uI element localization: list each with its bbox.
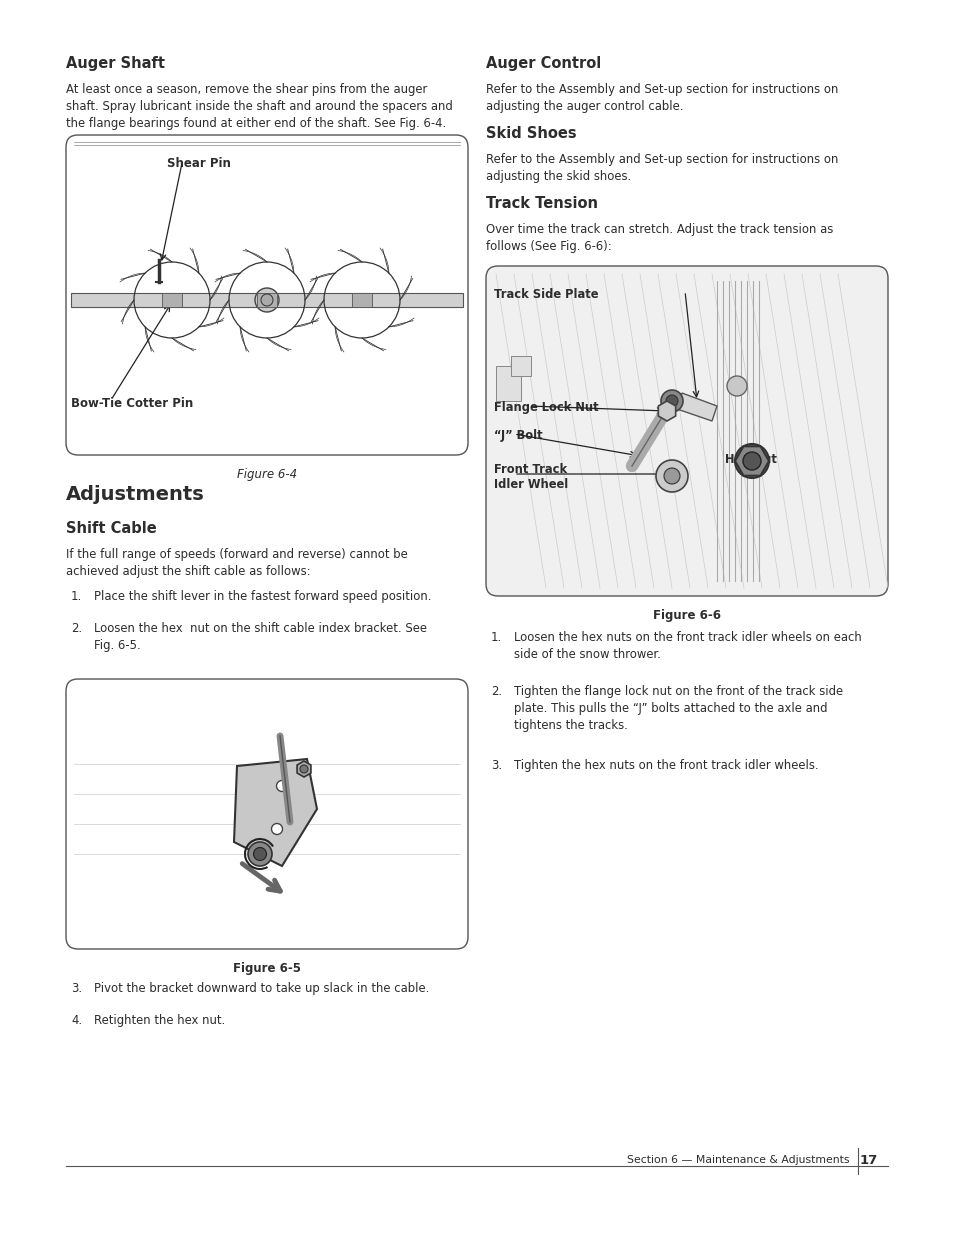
- Circle shape: [660, 390, 682, 412]
- Circle shape: [734, 445, 768, 478]
- Text: Track Tension: Track Tension: [485, 196, 598, 211]
- Text: At least once a season, remove the shear pins from the auger
shaft. Spray lubric: At least once a season, remove the shear…: [66, 83, 453, 130]
- Text: Over time the track can stretch. Adjust the track tension as
follows (See Fig. 6: Over time the track can stretch. Adjust …: [485, 224, 832, 253]
- Text: 2.: 2.: [491, 685, 501, 698]
- Circle shape: [276, 781, 287, 792]
- Circle shape: [248, 842, 272, 866]
- Circle shape: [261, 294, 273, 306]
- Bar: [71, 293, 462, 308]
- Text: Loosen the hex  nut on the shift cable index bracket. See
Fig. 6-5.: Loosen the hex nut on the shift cable in…: [94, 622, 427, 652]
- FancyBboxPatch shape: [485, 266, 887, 597]
- Text: Bow-Tie Cotter Pin: Bow-Tie Cotter Pin: [71, 396, 193, 410]
- Text: Retighten the hex nut.: Retighten the hex nut.: [94, 1014, 225, 1028]
- Text: Refer to the Assembly and Set-up section for instructions on
adjusting the skid : Refer to the Assembly and Set-up section…: [485, 153, 838, 183]
- Text: 3.: 3.: [491, 760, 501, 772]
- Text: Loosen the hex nuts on the front track idler wheels on each
side of the snow thr: Loosen the hex nuts on the front track i…: [514, 631, 861, 661]
- Polygon shape: [296, 761, 311, 777]
- Text: Auger Control: Auger Control: [485, 56, 600, 70]
- Circle shape: [256, 846, 267, 857]
- Bar: [496, 366, 520, 401]
- Text: Hex Nut: Hex Nut: [724, 453, 776, 466]
- Text: 1.: 1.: [491, 631, 501, 643]
- Circle shape: [663, 468, 679, 484]
- Circle shape: [272, 824, 282, 835]
- Text: Front Track
Idler Wheel: Front Track Idler Wheel: [494, 463, 568, 492]
- Text: 17: 17: [859, 1153, 877, 1167]
- Text: Pivot the bracket downward to take up slack in the cable.: Pivot the bracket downward to take up sl…: [94, 982, 429, 995]
- Text: If the full range of speeds (forward and reverse) cannot be
achieved adjust the : If the full range of speeds (forward and…: [66, 548, 407, 578]
- Bar: [256, 294, 276, 306]
- Text: 2.: 2.: [71, 622, 82, 635]
- Text: Tighten the hex nuts on the front track idler wheels.: Tighten the hex nuts on the front track …: [514, 760, 818, 772]
- Text: Adjustments: Adjustments: [66, 485, 205, 504]
- Circle shape: [656, 459, 687, 492]
- Text: 3.: 3.: [71, 982, 82, 995]
- Text: 4.: 4.: [71, 1014, 82, 1028]
- Circle shape: [726, 375, 746, 396]
- Text: Flange Lock Nut: Flange Lock Nut: [494, 401, 598, 414]
- Polygon shape: [677, 393, 717, 421]
- Text: Tighten the flange lock nut on the front of the track side
plate. This pulls the: Tighten the flange lock nut on the front…: [514, 685, 842, 731]
- Circle shape: [742, 452, 760, 471]
- Bar: [352, 294, 372, 306]
- Bar: [162, 294, 182, 306]
- FancyBboxPatch shape: [66, 135, 468, 454]
- Text: Refer to the Assembly and Set-up section for instructions on
adjusting the auger: Refer to the Assembly and Set-up section…: [485, 83, 838, 112]
- Text: Place the shift lever in the fastest forward speed position.: Place the shift lever in the fastest for…: [94, 590, 431, 603]
- Text: 1.: 1.: [71, 590, 82, 603]
- Bar: [511, 356, 531, 375]
- Circle shape: [254, 288, 278, 312]
- Polygon shape: [658, 401, 675, 421]
- Text: Figure 6-6: Figure 6-6: [652, 609, 720, 622]
- Circle shape: [665, 395, 678, 408]
- Text: Track Side Plate: Track Side Plate: [494, 288, 598, 301]
- Text: Figure 6-5: Figure 6-5: [233, 962, 301, 974]
- FancyBboxPatch shape: [66, 679, 468, 948]
- Circle shape: [299, 764, 308, 773]
- Text: Section 6 — Maintenance & Adjustments: Section 6 — Maintenance & Adjustments: [627, 1155, 849, 1165]
- Text: Figure 6-4: Figure 6-4: [236, 468, 296, 480]
- Text: Skid Shoes: Skid Shoes: [485, 126, 576, 141]
- Polygon shape: [233, 760, 316, 866]
- Text: Auger Shaft: Auger Shaft: [66, 56, 165, 70]
- Text: “J” Bolt: “J” Bolt: [494, 429, 542, 442]
- Polygon shape: [734, 446, 768, 475]
- Circle shape: [253, 847, 266, 861]
- Text: Shift Cable: Shift Cable: [66, 521, 156, 536]
- Text: Shear Pin: Shear Pin: [167, 157, 231, 170]
